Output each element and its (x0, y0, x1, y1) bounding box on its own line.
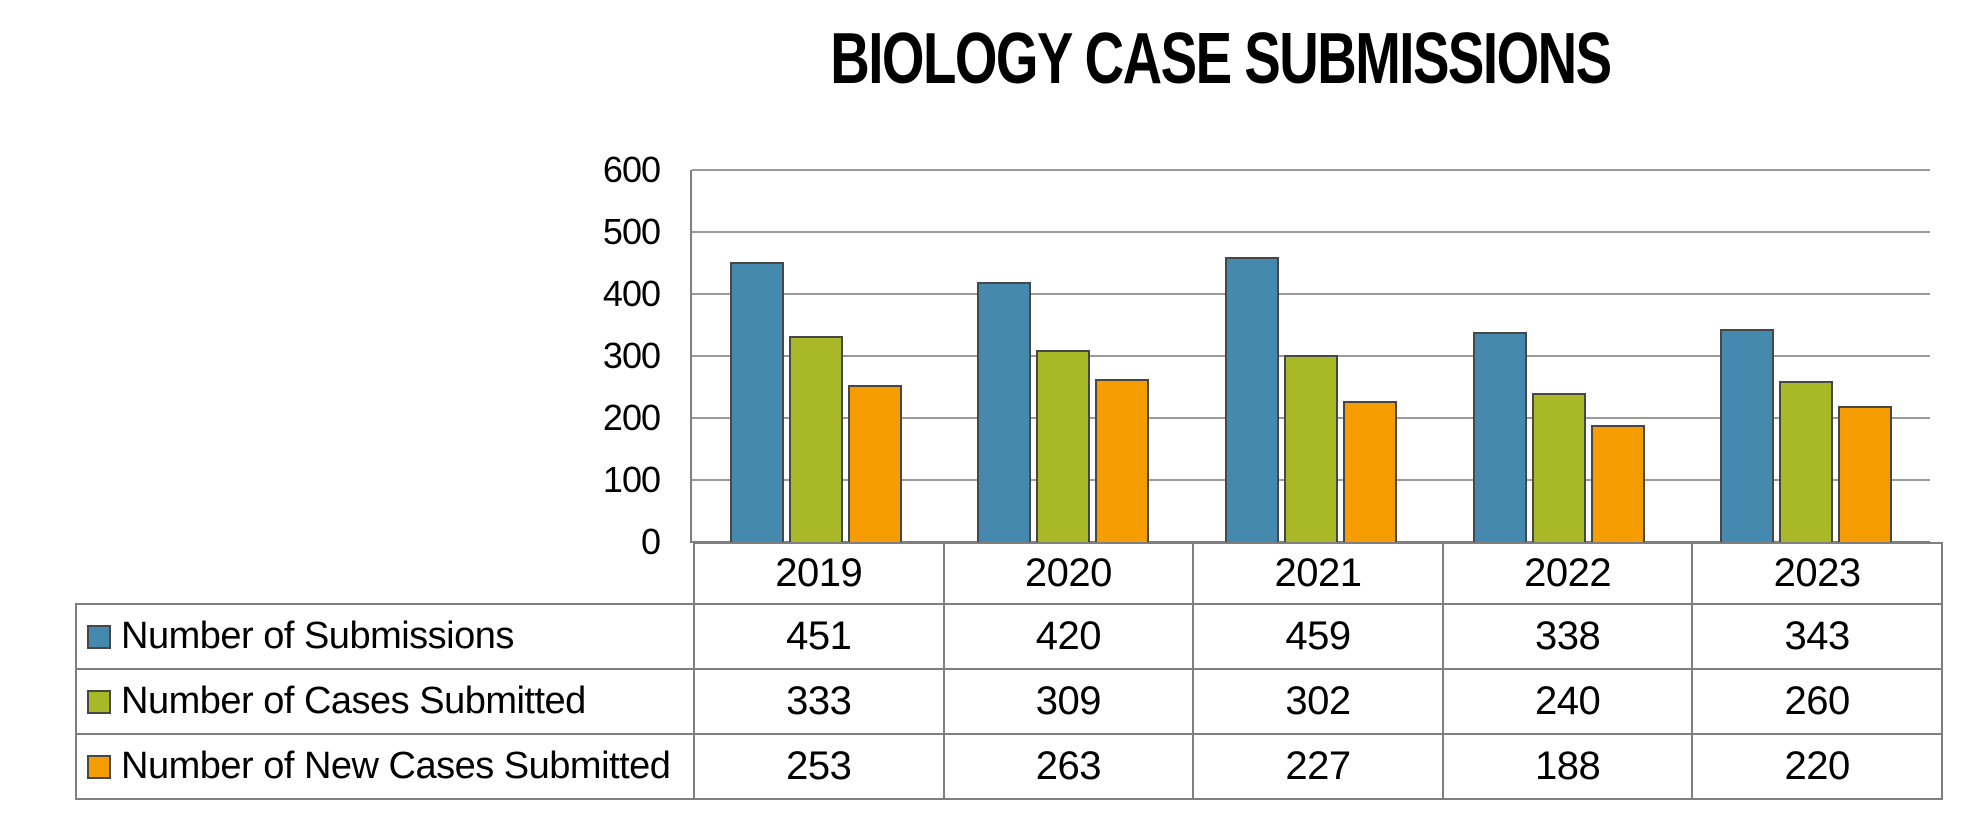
gridline-600 (692, 169, 1930, 171)
y-axis-tick-labels: 0 100 200 300 400 500 600 (500, 152, 661, 560)
bar-2021-number-of-submissions (1224, 257, 1279, 542)
bar-2022-number-of-new-cases-submitted (1590, 425, 1645, 542)
bar-2023-number-of-new-cases-submitted (1838, 405, 1893, 542)
value-cell-2022-338: 338 (1441, 603, 1694, 670)
series-label-cell: Number of Submissions (75, 603, 695, 670)
bar-2022-number-of-cases-submitted (1531, 393, 1586, 542)
bar-2023-number-of-cases-submitted (1779, 380, 1834, 542)
bar-group-2022 (1435, 170, 1683, 542)
plot-area (690, 169, 1930, 543)
bar-group-2019 (692, 170, 940, 542)
value-cell-2020-420: 420 (942, 603, 1195, 670)
value-cell-2020-263: 263 (942, 733, 1195, 800)
legend-swatch-icon (87, 755, 111, 779)
table-header-row: 2019 2020 2021 2022 2023 (76, 542, 1943, 605)
table-year-header-2023: 2023 (1691, 542, 1943, 605)
value-cell-2019-333: 333 (693, 668, 945, 735)
value-cell-2022-188: 188 (1441, 733, 1694, 800)
gridline-500 (692, 231, 1930, 233)
series-label-text: Number of New Cases Submitted (121, 745, 671, 787)
gridline-400 (692, 293, 1930, 296)
value-cell-2021-459: 459 (1192, 603, 1444, 670)
data-table: 2019 2020 2021 2022 2023 Number of Submission… (75, 542, 1943, 800)
bar-group-2020 (940, 170, 1188, 542)
value-cell-2021-227: 227 (1192, 733, 1444, 800)
legend-swatch-icon (87, 690, 111, 714)
y-tick-label-200: 200 (602, 397, 661, 438)
bar-group-2023 (1682, 170, 1930, 542)
bar-2019-number-of-cases-submitted (788, 335, 843, 542)
value-cell-2020-309: 309 (942, 668, 1195, 735)
bar-2019-number-of-new-cases-submitted (847, 385, 902, 542)
y-tick-label-100: 100 (602, 459, 661, 500)
value-cell-2019-253: 253 (693, 733, 945, 800)
y-tick-label-400: 400 (602, 273, 661, 314)
y-tick-label-300: 300 (602, 335, 661, 376)
table-year-header-2021: 2021 (1192, 542, 1444, 605)
bar-2020-number-of-submissions (977, 281, 1032, 542)
series-label-text: Number of Cases Submitted (121, 680, 586, 722)
table-row-number-of-submissions: Number of Submissions 451 420 459 338 343 (75, 603, 1943, 670)
table-ghost-cell (76, 543, 694, 604)
value-cell-2021-302: 302 (1192, 668, 1444, 735)
series-label-text: Number of Submissions (121, 615, 514, 657)
table-row-number-of-cases-submitted: Number of Cases Submitted 333 309 302 240 260 (75, 668, 1943, 735)
chart-title-text: BIOLOGY CASE SUBMISSIONS (829, 19, 1612, 99)
legend-swatch-icon (87, 625, 111, 649)
value-cell-2023-343: 343 (1691, 603, 1943, 670)
bar-group-2021 (1187, 170, 1435, 542)
table-year-header-2019: 2019 (693, 542, 945, 605)
bar-groups (692, 170, 1930, 542)
value-cell-2023-260: 260 (1691, 668, 1943, 735)
y-tick-label-500: 500 (602, 211, 661, 252)
series-label-cell: Number of Cases Submitted (75, 668, 695, 735)
table-year-header-2022: 2022 (1441, 542, 1694, 605)
value-cell-2022-240: 240 (1441, 668, 1694, 735)
bar-2021-number-of-new-cases-submitted (1342, 401, 1397, 542)
bar-2023-number-of-submissions (1720, 329, 1775, 542)
series-label-cell: Number of New Cases Submitted (75, 733, 695, 800)
bar-2020-number-of-cases-submitted (1036, 350, 1091, 542)
chart-title: BIOLOGY CASE SUBMISSIONS (460, 18, 1980, 100)
table-year-header-2020: 2020 (942, 542, 1195, 605)
y-tick-label-0: 0 (640, 521, 661, 562)
value-cell-2023-220: 220 (1691, 733, 1943, 800)
table-row-number-of-new-cases-submitted: Number of New Cases Submitted 253 263 227 18… (75, 733, 1943, 800)
y-tick-label-600: 600 (602, 149, 661, 190)
value-cell-2019-451: 451 (693, 603, 945, 670)
y-axis-line (690, 170, 692, 543)
bar-2021-number-of-cases-submitted (1283, 354, 1338, 542)
bar-2019-number-of-submissions (729, 262, 784, 542)
bar-2020-number-of-new-cases-submitted (1095, 378, 1150, 542)
gridline-0 (692, 541, 1930, 543)
bar-2022-number-of-submissions (1472, 332, 1527, 542)
